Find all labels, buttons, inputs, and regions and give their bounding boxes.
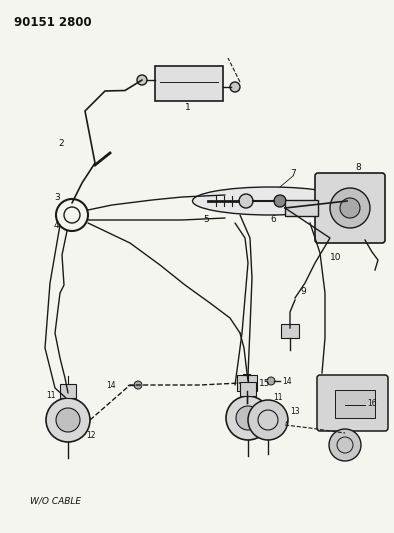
Text: 14: 14 [106,381,115,390]
Circle shape [230,82,240,92]
Circle shape [330,188,370,228]
Circle shape [46,398,90,442]
Circle shape [56,408,80,432]
Text: 13: 13 [290,408,299,416]
Text: 9: 9 [300,287,306,296]
Ellipse shape [193,187,348,215]
Text: 10: 10 [330,254,342,262]
Text: 14: 14 [282,376,292,385]
FancyBboxPatch shape [60,384,76,398]
FancyBboxPatch shape [317,375,388,431]
Bar [155,66,223,101]
Text: 12: 12 [86,431,95,440]
Circle shape [329,429,361,461]
Text: 1: 1 [185,103,191,112]
FancyBboxPatch shape [335,390,375,418]
Circle shape [340,198,360,218]
Bar [285,200,318,216]
Text: 11: 11 [46,391,56,400]
Circle shape [239,194,253,208]
Circle shape [226,396,270,440]
Text: 90151 2800: 90151 2800 [14,16,92,29]
Text: 8: 8 [355,164,361,173]
FancyBboxPatch shape [281,324,299,338]
Text: W/O CABLE: W/O CABLE [30,496,81,505]
Circle shape [248,400,288,440]
Text: 15: 15 [259,378,271,387]
Text: 3: 3 [54,193,60,203]
Text: 11: 11 [273,393,282,402]
Text: 6: 6 [270,214,276,223]
FancyBboxPatch shape [315,173,385,243]
Circle shape [137,75,147,85]
FancyBboxPatch shape [240,382,256,396]
Circle shape [267,377,275,385]
Text: 7: 7 [290,168,296,177]
Circle shape [236,406,260,430]
Text: 5: 5 [203,214,209,223]
Text: 4: 4 [54,221,59,230]
FancyBboxPatch shape [237,375,257,391]
Circle shape [274,195,286,207]
Circle shape [134,381,142,389]
Text: 16: 16 [367,399,377,408]
Text: 2: 2 [58,139,63,148]
